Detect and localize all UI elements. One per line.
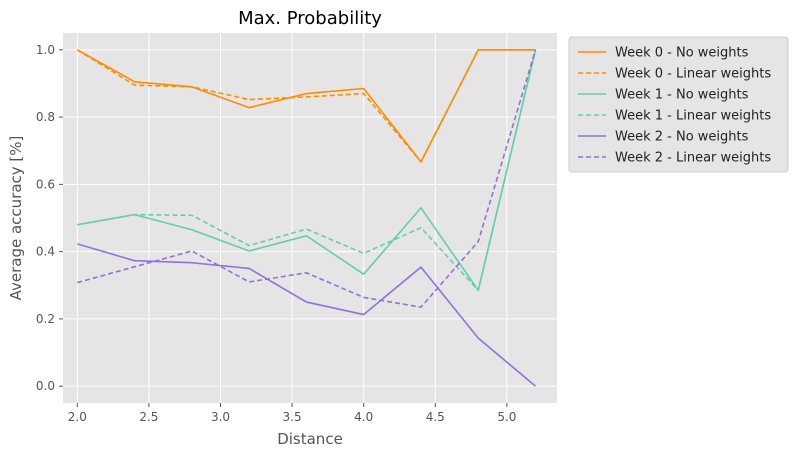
series-line-2 (76, 49, 536, 163)
y-tick-label: 1.0 (36, 43, 55, 57)
legend-label: Week 1 - No weights (615, 88, 749, 103)
y-tick-label: 0.0 (36, 379, 55, 393)
legend: Week 0 - No weights Week 0 - Linear weigh… (568, 36, 789, 173)
x-tick-label: 3.0 (211, 410, 230, 424)
y-tick-label: 0.6 (36, 177, 55, 191)
legend-label: Week 0 - No weights (615, 46, 749, 61)
x-tick-label: 5.0 (497, 410, 516, 424)
y-axis-label: Average accuracy [%] (7, 136, 25, 301)
y-axis-ticks: 0.0 0.2 0.4 0.6 0.8 1.0 (36, 43, 63, 393)
x-axis-label: Distance (277, 430, 343, 448)
series-line-5 (77, 243, 537, 387)
y-tick-label: 0.8 (36, 110, 55, 124)
grid-lines (63, 33, 557, 403)
y-tick-label: 0.2 (36, 312, 55, 326)
legend-items: Week 0 - No weights Week 0 - Linear weigh… (578, 46, 771, 166)
plot-area (63, 33, 557, 403)
x-tick-label: 3.5 (283, 410, 302, 424)
x-tick-label: 2.5 (139, 410, 158, 424)
legend-label: Week 0 - Linear weights (615, 67, 771, 82)
legend-label: Week 2 - Linear weights (615, 151, 771, 166)
legend-box (568, 36, 789, 173)
y-tick-label: 0.4 (36, 245, 55, 259)
legend-label: Week 2 - No weights (615, 130, 749, 145)
series-line-1 (76, 49, 536, 163)
series-lines (76, 49, 537, 387)
x-axis-ticks: 2.0 2.5 3.0 3.5 4.0 4.5 5.0 (68, 403, 516, 424)
legend-label: Week 1 - Linear weights (615, 109, 771, 124)
x-tick-label: 2.0 (68, 410, 87, 424)
x-tick-label: 4.5 (426, 410, 445, 424)
chart-title: Max. Probability (238, 8, 382, 29)
series-line-6 (77, 49, 537, 308)
x-tick-label: 4.0 (354, 410, 373, 424)
